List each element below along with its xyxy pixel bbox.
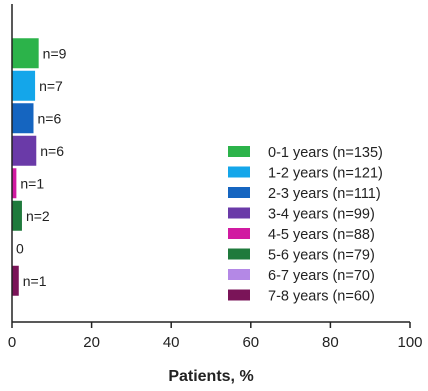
bar-6	[12, 200, 22, 231]
x-tick-label-0: 0	[8, 334, 16, 351]
x-tick-label-60: 60	[242, 334, 259, 351]
bar-4	[12, 135, 37, 166]
legend-label-4: 3-4 years (n=99)	[268, 207, 375, 223]
legend-swatch-2	[228, 166, 250, 178]
legend-swatch-5	[228, 228, 250, 239]
legend-label-7: 6-7 years (n=70)	[268, 268, 375, 284]
bar-value-label-6: n=2	[26, 208, 50, 224]
bar-value-label-3: n=6	[37, 110, 61, 126]
bar-labels-group: n=9 n=7 n=6 n=6 n=1 n=20 n=1	[16, 45, 67, 289]
legend-swatch-1	[228, 146, 250, 157]
bar-3	[12, 103, 34, 134]
bar-2	[12, 70, 36, 101]
legend-label-8: 7-8 years (n=60)	[268, 289, 375, 305]
legend-swatch-6	[228, 248, 250, 260]
bar-value-label-8: n=1	[23, 273, 47, 289]
bars-group	[12, 38, 39, 296]
x-tick-label-80: 80	[322, 334, 339, 351]
legend: 0-1 years (n=135) 1-2 years (n=121) 2-3 ye…	[228, 145, 383, 305]
bar-value-label-4: n=6	[40, 143, 64, 159]
legend-swatch-7	[228, 269, 250, 280]
x-tick-label-40: 40	[163, 334, 180, 351]
bar-value-label-1: n=9	[43, 45, 67, 61]
x-tick-label-100: 100	[397, 334, 422, 351]
legend-swatch-8	[228, 289, 250, 301]
bar-value-label-2: n=7	[39, 78, 63, 94]
bar-1	[12, 38, 39, 69]
bar-value-label-5: n=1	[20, 175, 44, 191]
legend-swatch-4	[228, 207, 250, 219]
bar-8	[12, 265, 19, 296]
legend-swatch-3	[228, 187, 250, 198]
legend-label-1: 0-1 years (n=135)	[268, 145, 383, 161]
legend-label-6: 5-6 years (n=79)	[268, 248, 375, 264]
legend-label-2: 1-2 years (n=121)	[268, 166, 383, 182]
x-axis-label: Patients, %	[168, 368, 253, 385]
bar-value-label-7: 0	[16, 240, 24, 256]
bar-5	[12, 168, 17, 199]
axes-group: 0 20 40 60 80 100	[8, 4, 423, 351]
legend-label-5: 4-5 years (n=88)	[268, 227, 375, 243]
legend-label-3: 2-3 years (n=111)	[268, 186, 381, 202]
x-tick-label-20: 20	[83, 334, 100, 351]
